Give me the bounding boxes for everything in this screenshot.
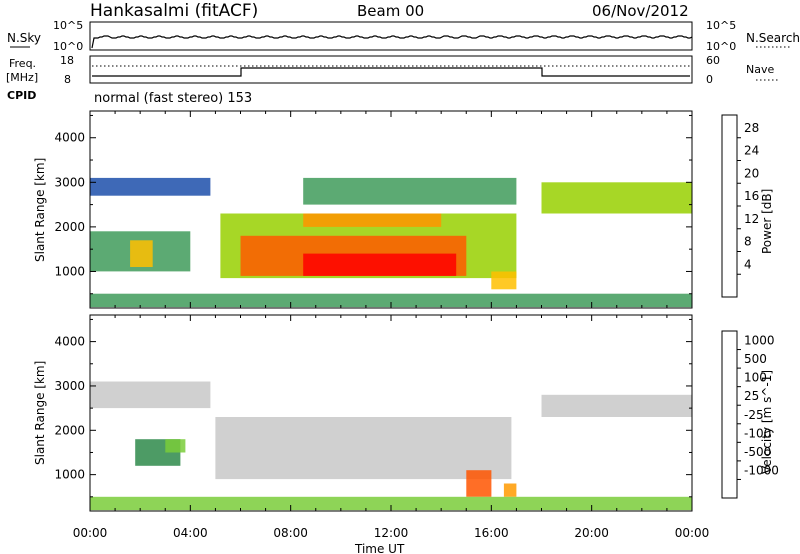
- freq-tick-hi: 18: [60, 54, 74, 67]
- power-colorbar-tick-label: 28: [744, 121, 759, 135]
- x-tick-label: 16:00: [474, 526, 509, 540]
- nave-label: Nave: [746, 63, 774, 76]
- power-colorbar-tick-label: 20: [744, 166, 759, 180]
- power-cell-7: [303, 177, 517, 205]
- nave-trace: [92, 67, 690, 77]
- velocity-cell-5: [503, 483, 517, 497]
- nave-tick-hi: 60: [706, 54, 720, 67]
- velocity-cell-0: [90, 381, 211, 409]
- velocity-colorbar-tick-label: 1000: [744, 334, 775, 348]
- velocity-colorbar-label: Velocity [m s^-1]: [760, 370, 774, 474]
- freq-unit-label: [MHz]: [6, 71, 38, 84]
- nsky-frame: [89, 21, 693, 51]
- velocity-colorbar-tick-label: -25: [744, 408, 764, 422]
- nsearch-tick-hi: 10^5: [706, 19, 736, 32]
- y-tick-label: 4000: [54, 335, 85, 349]
- velocity-colorbar-tick-label: -100: [744, 426, 771, 440]
- freq-panel: Freq. [MHz] 18 8 60 0 Nave: [6, 54, 780, 86]
- velocity-cell-2: [165, 439, 186, 453]
- velocity-cell-3: [215, 417, 512, 480]
- velocity-colorbar: 1000 500 100 25 -25 -100 -500 -1000 Velocity [m…: [721, 330, 779, 499]
- x-tick-label: 00:00: [73, 526, 108, 540]
- cpid-text: normal (fast stereo) 153: [94, 91, 252, 106]
- beam-title: Beam 00: [357, 2, 424, 20]
- power-colorbar-tick-label: 8: [744, 235, 752, 249]
- freq-label: Freq.: [9, 57, 36, 70]
- nsearch-tick-lo: 10^0: [706, 40, 736, 53]
- y-tick-label: 3000: [54, 175, 85, 189]
- cpid-label: CPID: [7, 89, 36, 102]
- nsky-label: N.Sky: [7, 31, 41, 45]
- x-tick-label: 12:00: [374, 526, 409, 540]
- freq-frame: [89, 55, 693, 84]
- velocity-cell-6: [541, 394, 692, 417]
- power-data: [90, 177, 692, 308]
- power-panel: [89, 110, 693, 309]
- y-tick-label: 4000: [54, 131, 85, 145]
- nsearch-label: N.Search: [746, 31, 800, 45]
- velocity-cell-4: [466, 470, 492, 497]
- power-colorbar: 28 24 20 16 12 8 4 Power [dB]: [721, 114, 774, 298]
- y-tick-label: 1000: [54, 264, 85, 278]
- x-tick-label: 00:00: [675, 526, 710, 540]
- nave-tick-lo: 0: [706, 73, 713, 86]
- velocity-ylabel: Slant Range [km]: [33, 361, 47, 465]
- power-colorbar-tick-label: 24: [744, 144, 759, 158]
- power-colorbar-tick-label: 12: [744, 212, 759, 226]
- x-tick-label: 20:00: [574, 526, 609, 540]
- velocity-colorbar-frame: [721, 330, 738, 499]
- velocity-data: [90, 381, 692, 511]
- station-title: Hankasalmi (fitACF): [90, 1, 258, 21]
- power-cell-6: [303, 213, 442, 227]
- power-cell-9: [541, 182, 692, 214]
- nsky-trace: [91, 35, 693, 49]
- velocity-panel: [89, 314, 693, 512]
- axes: 4000 3000 2000 1000 4000 3000 2000 1000 00:00 04:…: [54, 111, 709, 540]
- power-colorbar-tick-label: 16: [744, 189, 759, 203]
- y-tick-label: 2000: [54, 220, 85, 234]
- power-colorbar-tick-label: 4: [744, 257, 752, 271]
- nsky-panel: N.Sky 10^5 10^0 10^5 10^0 N.Search: [7, 19, 800, 53]
- velocity-colorbar-tick-label: 100: [744, 371, 767, 385]
- velocity-cell-7: [90, 496, 692, 511]
- power-colorbar-label: Power [dB]: [760, 189, 774, 254]
- y-tick-label: 1000: [54, 468, 85, 482]
- y-tick-label: 2000: [54, 423, 85, 437]
- power-cell-8: [491, 271, 517, 290]
- power-colorbar-ticks: 28 24 20 16 12 8 4: [737, 121, 759, 275]
- freq-tick-lo: 8: [64, 73, 71, 86]
- velocity-colorbar-tick-label: 25: [744, 389, 759, 403]
- power-cell-2: [130, 240, 153, 267]
- nsky-tick-hi: 10^5: [53, 19, 83, 32]
- x-tick-label: 08:00: [273, 526, 308, 540]
- x-axis-title: Time UT: [354, 542, 405, 554]
- velocity-colorbar-tick-label: 500: [744, 352, 767, 366]
- power-cell-0: [90, 177, 211, 196]
- x-tick-label: 04:00: [173, 526, 208, 540]
- velocity-colorbar-ticks: 1000 500 100 25 -25 -100 -500 -1000: [737, 334, 779, 480]
- power-colorbar-frame: [721, 114, 738, 298]
- velocity-colorbar-tick-label: -500: [744, 445, 771, 459]
- power-cell-5: [303, 253, 457, 276]
- velocity-colorbar-tick-label: -1000: [744, 463, 779, 477]
- power-cell-10: [90, 293, 692, 308]
- y-tick-label: 3000: [54, 379, 85, 393]
- nsky-tick-lo: 10^0: [53, 40, 83, 53]
- power-ylabel: Slant Range [km]: [33, 158, 47, 262]
- date-title: 06/Nov/2012: [592, 2, 689, 20]
